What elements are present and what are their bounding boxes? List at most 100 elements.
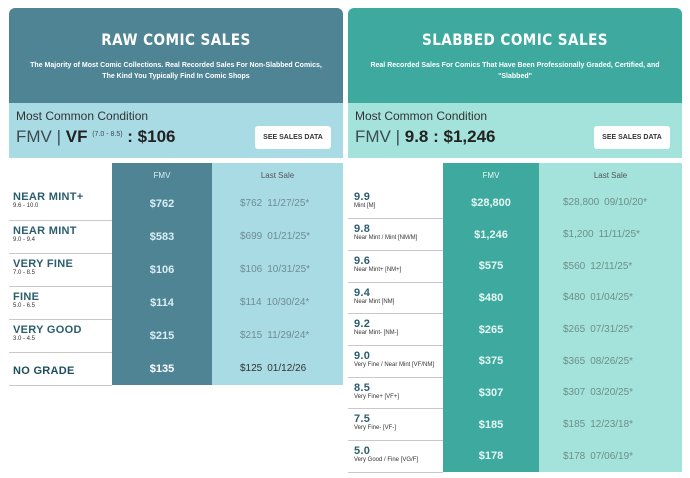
raw-condition-label: Most Common Condition xyxy=(16,109,149,123)
last-sale-date: 01/21/25* xyxy=(267,231,311,242)
grade-name: NEAR MINT+ xyxy=(13,191,84,203)
slab-sales-table: FMV Last Sale 9.9 Mint [M] $28,800 $28,80… xyxy=(348,163,682,473)
table-row[interactable]: NEAR MINT+ 9.6 - 10.0 $762 $762 11/27/25* xyxy=(9,187,343,221)
grade-number: 9.8 xyxy=(354,223,371,236)
grade-number: 9.2 xyxy=(354,318,371,331)
grade-cell: NEAR MINT+ 9.6 - 10.0 xyxy=(9,187,112,221)
last-sale-cell: $106 10/31/25* xyxy=(212,253,343,286)
last-sale-cell: $215 11/29/24* xyxy=(212,319,343,352)
grade-cell: FINE 5.0 - 6.5 xyxy=(9,286,112,320)
last-sale-date: 11/11/25* xyxy=(598,229,640,241)
last-sale-cell: $480 01/04/25* xyxy=(539,282,682,314)
grade-cell: 9.4 Near Mint [NM] xyxy=(348,282,443,315)
grade-description: Very Fine / Near Mint [VF/NM] xyxy=(354,361,435,368)
grade-cell: 7.5 Very Fine- [VF-] xyxy=(348,408,443,441)
table-row[interactable]: NEAR MINT 9.0 - 9.4 $583 $699 01/21/25* xyxy=(9,220,343,254)
grade-name: VERY FINE xyxy=(13,257,74,270)
grade-number: 8.5 xyxy=(354,381,371,394)
slab-fmv-summary: FMV | 9.8 : $1,246 xyxy=(355,127,496,147)
grade-number: 9.6 xyxy=(354,254,371,267)
grade-cell: 5.0 Very Good / Fine [VG/F] xyxy=(348,440,443,473)
table-row[interactable]: 9.8 Near Mint / Mint [NM/M] $1,246 $1,200… xyxy=(348,218,682,251)
raw-header: RAW COMIC SALES The Majority of Most Com… xyxy=(9,8,343,103)
table-row[interactable]: 9.9 Mint [M] $28,800 $28,800 09/10/20* xyxy=(348,187,682,220)
table-row[interactable]: 9.2 Near Mint- [NM-] $265 $265 07/31/25* xyxy=(348,313,682,346)
grade-description: Very Fine+ [VF+] xyxy=(354,393,400,400)
table-row[interactable]: FINE 5.0 - 6.5 $114 $114 10/30/24* xyxy=(9,286,343,320)
grade-cell: 9.2 Near Mint- [NM-] xyxy=(348,313,443,346)
last-sale-cell: $762 11/27/25* xyxy=(212,187,343,220)
last-sale-date: 11/29/24* xyxy=(267,330,310,341)
grade-description: Very Fine- [VF-] xyxy=(354,425,397,432)
last-sale-date: 03/20/25* xyxy=(590,387,634,399)
raw-see-sales-data-button[interactable]: SEE SALES DATA xyxy=(255,126,331,149)
slab-header: SLABBED COMIC SALES Real Recorded Sales … xyxy=(348,8,682,103)
table-row[interactable]: 5.0 Very Good / Fine [VG/F] $178 $178 07/0… xyxy=(348,440,682,473)
slab-title: SLABBED COMIC SALES xyxy=(421,30,609,49)
table-row[interactable]: 7.5 Very Fine- [VF-] $185 $185 12/23/18* xyxy=(348,408,682,441)
grade-cell: VERY FINE 7.0 - 8.5 xyxy=(9,253,112,287)
fmv-cell: $583 xyxy=(112,220,212,253)
last-sale-date: 01/12/26 xyxy=(267,363,307,374)
slab-grade-header xyxy=(348,163,443,187)
slab-subtitle: Real Recorded Sales For Comics That Have… xyxy=(370,62,660,80)
slab-fmv-header: FMV xyxy=(443,163,539,187)
slab-fmv-grade: 9.8 xyxy=(404,127,429,146)
raw-fmv-grade: VF xyxy=(65,127,88,146)
slab-see-sales-data-button[interactable]: SEE SALES DATA xyxy=(594,126,670,149)
last-sale-price: $365 xyxy=(563,355,586,367)
grade-range: 9.0 - 9.4 xyxy=(13,236,36,243)
grade-cell: NO GRADE xyxy=(9,352,112,386)
grade-description: Near Mint / Mint [NM/M] xyxy=(354,235,418,242)
last-sale-date: 10/30/24* xyxy=(266,297,310,308)
grade-cell: 8.5 Very Fine+ [VF+] xyxy=(348,377,443,410)
last-sale-price: $106 xyxy=(240,264,263,275)
table-row[interactable]: 9.0 Very Fine / Near Mint [VF/NM] $375 $3… xyxy=(348,345,682,378)
table-row[interactable]: 8.5 Very Fine+ [VF+] $307 $307 03/20/25* xyxy=(348,377,682,410)
last-sale-cell: $178 07/06/19* xyxy=(539,440,682,473)
fmv-cell: $265 xyxy=(443,313,539,346)
raw-last-sale-header: Last Sale xyxy=(212,163,343,187)
raw-fmv-summary: FMV | VF (7.0 - 8.5) : $106 xyxy=(16,127,176,147)
last-sale-price: $307 xyxy=(563,387,586,399)
raw-sales-panel: RAW COMIC SALES The Majority of Most Com… xyxy=(9,8,343,158)
grade-number: 9.0 xyxy=(354,349,371,362)
slab-condition-box: Most Common Condition FMV | 9.8 : $1,246… xyxy=(348,103,682,158)
last-sale-cell: $1,200 11/11/25* xyxy=(539,218,682,251)
grade-description: Near Mint+ [NM+] xyxy=(354,266,402,273)
last-sale-cell: $265 07/31/25* xyxy=(539,313,682,346)
table-row[interactable]: VERY GOOD 3.0 - 4.5 $215 $215 11/29/24* xyxy=(9,319,343,353)
table-row[interactable]: 9.4 Near Mint [NM] $480 $480 01/04/25* xyxy=(348,282,682,315)
grade-cell: 9.9 Mint [M] xyxy=(348,187,443,220)
last-sale-price: $560 xyxy=(563,260,586,272)
fmv-cell: $215 xyxy=(112,319,212,352)
grade-name: NEAR MINT xyxy=(13,224,77,237)
slab-fmv-value: : $1,246 xyxy=(428,127,496,146)
raw-grade-header xyxy=(9,163,112,187)
grade-cell: 9.8 Near Mint / Mint [NM/M] xyxy=(348,218,443,251)
last-sale-price: $28,800 xyxy=(563,197,600,209)
last-sale-price: $699 xyxy=(240,231,263,242)
grade-name: NO GRADE xyxy=(13,364,75,377)
grade-cell: 9.0 Very Fine / Near Mint [VF/NM] xyxy=(348,345,443,378)
last-sale-price: $114 xyxy=(240,297,262,308)
last-sale-date: 12/23/18* xyxy=(590,419,634,431)
last-sale-price: $762 xyxy=(240,198,263,209)
table-row[interactable]: NO GRADE $135 $125 01/12/26 xyxy=(9,352,343,386)
grade-range: 7.0 - 8.5 xyxy=(13,269,36,276)
table-row[interactable]: 9.6 Near Mint+ [NM+] $575 $560 12/11/25* xyxy=(348,250,682,283)
last-sale-date: 10/31/25* xyxy=(267,264,311,275)
fmv-cell: $307 xyxy=(443,377,539,409)
fmv-cell: $375 xyxy=(443,345,539,378)
table-row[interactable]: VERY FINE 7.0 - 8.5 $106 $106 10/31/25* xyxy=(9,253,343,287)
last-sale-cell: $28,800 09/10/20* xyxy=(539,187,682,219)
last-sale-price: $125 xyxy=(240,363,263,374)
fmv-cell: $178 xyxy=(443,440,539,473)
fmv-cell: $575 xyxy=(443,250,539,283)
fmv-cell: $135 xyxy=(112,352,212,385)
last-sale-date: 07/06/19* xyxy=(590,450,634,462)
grade-description: Very Good / Fine [VG/F] xyxy=(354,457,419,463)
last-sale-cell: $185 12/23/18* xyxy=(539,408,682,441)
fmv-cell: $106 xyxy=(112,253,212,286)
last-sale-date: 07/31/25* xyxy=(590,324,634,336)
